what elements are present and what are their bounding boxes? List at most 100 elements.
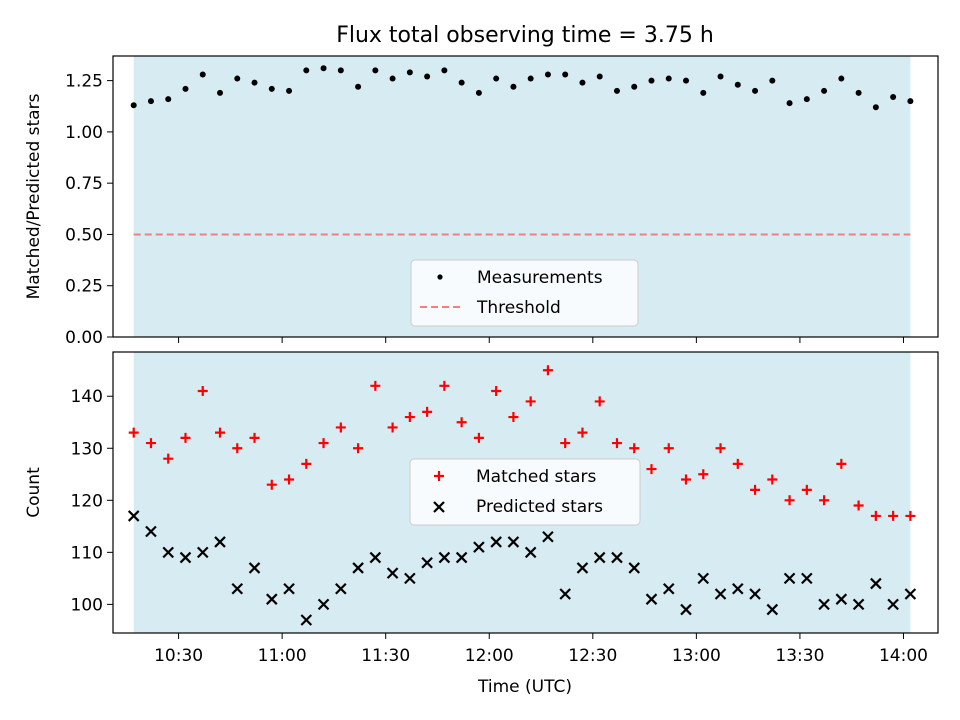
bottom-panel: 100 110 120 130 140 10:30 11:00 11:30 12:00 12:3… — [24, 351, 939, 697]
x-tick-label: 11:30 — [361, 646, 410, 666]
legend-label-measurements: Measurements — [477, 268, 603, 288]
legend-label-predicted-stars: Predicted stars — [476, 497, 603, 517]
predicted-stars-point — [766, 603, 779, 616]
predicted-stars-point — [145, 525, 157, 538]
measurements-point — [130, 102, 137, 109]
chart-title: Flux total observing time = 3.75 h — [336, 23, 714, 48]
predicted-stars-point — [317, 598, 330, 611]
top-legend: Measurements Threshold — [410, 259, 639, 327]
measurements-point — [734, 81, 741, 88]
predicted-stars-point — [438, 551, 451, 564]
predicted-stars-point — [490, 536, 502, 548]
predicted-stars-point — [404, 572, 416, 585]
measurements-point — [441, 67, 448, 74]
y-tick-label: 0.00 — [65, 328, 103, 348]
measurements-point — [821, 87, 828, 94]
matched-stars-point — [422, 406, 433, 417]
matched-stars-point — [819, 495, 830, 506]
measurements-point — [527, 75, 534, 82]
y-tick-label: 1.00 — [65, 123, 103, 143]
measurements-point — [372, 67, 379, 74]
bottom-y-axis-label: Count — [24, 467, 44, 518]
measurements-point — [165, 96, 172, 103]
x-tick-label: 10:30 — [154, 646, 203, 666]
matched-stars-point — [611, 438, 622, 449]
measurements-point — [717, 73, 724, 80]
predicted-stars-point — [335, 582, 347, 595]
matched-stars-point — [301, 458, 312, 469]
top-panel: 0.00 0.25 0.50 0.75 1.00 1.25 Matched/Predict… — [24, 55, 939, 348]
legend-label-matched-stars: Matched stars — [476, 467, 596, 487]
matched-stars-point — [577, 427, 588, 438]
y-tick-label: 0.25 — [65, 277, 103, 297]
bottom-series — [127, 365, 917, 626]
matched-stars-point — [387, 422, 398, 433]
y-tick-label: 140 — [71, 387, 103, 407]
measurements-point — [613, 87, 620, 94]
measurements-point — [199, 71, 206, 78]
bottom-legend: Matched stars Predicted stars — [409, 458, 641, 526]
matched-stars-point — [197, 386, 208, 397]
measurements-point — [890, 94, 897, 101]
matched-stars-point — [594, 396, 605, 407]
matched-stars-point — [542, 365, 553, 376]
legend-marker-measurements — [437, 274, 443, 280]
predicted-stars-point — [887, 598, 899, 611]
y-tick-label: 130 — [71, 439, 103, 459]
predicted-stars-point — [196, 546, 209, 559]
legend-marker-matched-stars — [434, 471, 444, 481]
predicted-stars-point — [904, 588, 917, 600]
measurements-point — [458, 79, 465, 86]
predicted-stars-point — [576, 562, 589, 574]
predicted-stars-point — [662, 582, 675, 595]
measurements-point — [355, 83, 362, 90]
predicted-stars-point — [421, 556, 433, 569]
predicted-stars-point — [283, 582, 295, 595]
matched-stars-point — [439, 380, 450, 391]
measurements-point — [803, 96, 810, 103]
legend-label-threshold: Threshold — [476, 298, 561, 318]
predicted-stars-point — [732, 582, 744, 595]
predicted-stars-point — [559, 588, 571, 600]
bottom-legend-box — [409, 458, 641, 526]
matched-stars-point — [456, 417, 467, 428]
top-y-axis-label: Matched/Predicted stars — [24, 93, 44, 299]
matched-stars-point — [284, 474, 295, 485]
measurements-point — [251, 79, 258, 86]
measurements-point — [907, 98, 914, 105]
matched-stars-point — [508, 412, 519, 423]
measurements-point — [648, 77, 655, 84]
predicted-stars-point — [818, 598, 830, 611]
bottom-x-axis-label: Time (UTC) — [477, 677, 572, 697]
predicted-stars-point — [749, 588, 761, 600]
matched-stars-point — [681, 474, 692, 485]
predicted-stars-point — [300, 614, 313, 626]
bottom-x-ticks: 10:30 11:00 11:30 12:00 12:30 13:00 13:30 14:00 — [154, 633, 928, 666]
top-series — [130, 65, 914, 236]
x-tick-label: 14:00 — [879, 646, 928, 666]
predicted-stars-point — [127, 510, 140, 522]
predicted-stars-point — [680, 603, 692, 616]
measurements-point — [424, 73, 431, 80]
predicted-stars-point — [214, 536, 226, 548]
matched-stars-point — [905, 510, 916, 521]
matched-stars-point — [353, 443, 364, 454]
measurements-point — [303, 67, 310, 74]
predicted-stars-point — [473, 541, 485, 553]
measurements-point — [406, 69, 413, 76]
bottom-y-ticks: 100 110 120 130 140 — [71, 387, 113, 615]
measurements-point — [320, 65, 327, 72]
predicted-stars-point — [697, 572, 710, 585]
measurements-point — [855, 89, 862, 96]
x-tick-label: 11:00 — [258, 646, 307, 666]
predicted-stars-point — [266, 593, 278, 605]
matched-stars-point — [646, 464, 657, 475]
measurements-point — [544, 71, 551, 78]
matched-stars-point — [750, 484, 761, 495]
matched-stars-point — [698, 469, 709, 480]
matched-stars-point — [560, 438, 571, 449]
y-tick-label: 120 — [71, 491, 103, 511]
bottom-axes-frame — [112, 351, 939, 634]
matched-stars-point — [180, 432, 191, 443]
